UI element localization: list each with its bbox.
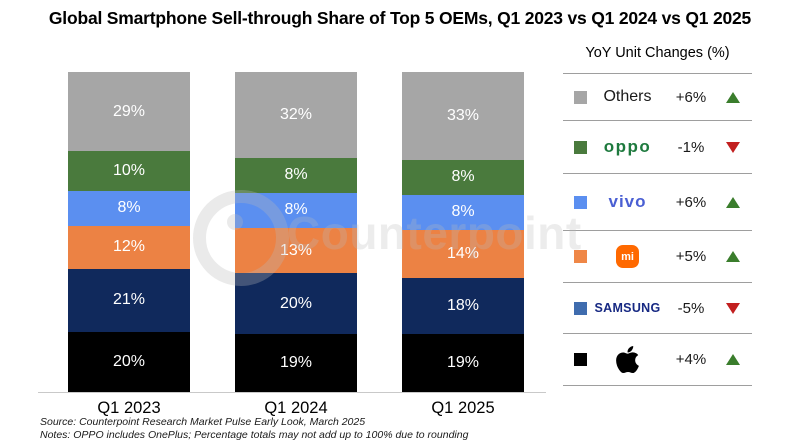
stacked-bar-q1-2023: 29% 10% 8% 12% 21% 20% [68,72,190,392]
apple-logo [587,344,668,375]
bar-segment-vivo: 8% [68,190,190,226]
bar-segment-others: 29% [68,72,190,152]
bar-segment-apple: 19% [235,333,357,392]
xiaomi-logo: mi [587,245,668,268]
bar-segment-label: 21% [112,291,146,309]
others-logo: Others [587,88,668,106]
bar-segment-label: 20% [279,294,313,312]
legend-row-samsung: SAMSUNG -5% [563,282,752,333]
legend-swatch-vivo [574,195,587,209]
legend-row-oppo: oppo -1% [563,120,752,173]
bar-segment-label: 33% [446,106,480,124]
trend-up-icon [714,251,752,262]
bar-segment-label: 8% [284,166,308,184]
legend-panel: Others +6% oppo -1% vivo +6% mi +5% SAMSUNG -5% +4… [563,73,752,386]
x-axis-label: Q1 2023 [97,399,161,417]
samsung-logo: SAMSUNG [587,301,668,315]
bar-segment-label: 32% [279,105,313,123]
bar-segment-apple: 19% [402,333,524,392]
bar-segment-label: 14% [446,244,480,262]
bar-segment-label: 29% [112,102,146,120]
xiaomi-mi-icon: mi [616,245,639,268]
bar-segment-vivo: 8% [235,192,357,228]
bar-segment-label: 8% [451,203,475,221]
yoy-change-value: +4% [675,351,707,368]
vivo-logo: vivo [587,192,668,212]
stacked-bar-q1-2025: 33% 8% 8% 14% 18% 19% [402,72,524,392]
legend-swatch-others [574,90,587,104]
footer-source: Source: Counterpoint Research Market Pul… [40,416,366,428]
bar-segment-samsung: 20% [235,273,357,334]
plot-area: 29% 10% 8% 12% 21% 20% Q1 2023 32% 8% 8% 13% 20% 19%… [38,72,546,417]
legend-header: YoY Unit Changes (%) [585,45,730,61]
bar-segment-label: 19% [279,353,313,371]
oppo-logo: oppo [587,137,668,157]
samsung-wordmark: SAMSUNG [594,301,661,315]
trend-up-icon [714,354,752,365]
bar-segment-label: 12% [112,238,146,256]
bar-segment-label: 8% [451,168,475,186]
trend-down-icon [714,302,752,314]
footer-notes: Notes: OPPO includes OnePlus; Percentage… [40,429,469,441]
bar-segment-oppo: 8% [402,159,524,195]
legend-row-xiaomi: mi +5% [563,230,752,282]
bar-segment-label: 20% [112,352,146,370]
trend-down-icon [714,141,752,153]
x-axis-label: Q1 2024 [264,399,328,417]
bar-segment-label: 18% [446,296,480,314]
bar-segment-xiaomi: 12% [68,225,190,270]
bar-segment-xiaomi: 13% [235,227,357,274]
yoy-change-value: -1% [677,138,705,156]
yoy-change-value: +5% [675,248,707,265]
x-axis-line [38,392,546,393]
bar-segment-vivo: 8% [402,194,524,230]
bar-segment-label: 13% [279,241,313,259]
oppo-wordmark: oppo [603,137,652,156]
legend-swatch-oppo [574,140,587,154]
bar-segment-label: 8% [284,201,308,219]
legend-swatch-apple [574,353,587,366]
bar-segment-label: 10% [112,162,146,180]
legend-row-others: Others +6% [563,73,752,120]
bar-segment-apple: 20% [68,331,190,392]
bar-segment-label: 8% [117,199,141,217]
bar-segment-samsung: 21% [68,269,190,332]
legend-swatch-xiaomi [574,250,587,263]
yoy-change-value: -5% [677,299,705,317]
legend-row-apple: +4% [563,333,752,385]
apple-icon [616,345,639,374]
trend-up-icon [714,91,752,103]
legend-swatch-samsung [574,301,587,315]
bar-segment-samsung: 18% [402,277,524,334]
x-axis-label: Q1 2025 [431,399,495,417]
vivo-wordmark: vivo [608,192,647,211]
bar-segment-others: 32% [235,72,357,158]
bar-segment-label: 19% [446,353,480,371]
bar-segment-xiaomi: 14% [402,229,524,278]
bar-segment-others: 33% [402,72,524,160]
bar-segment-oppo: 8% [235,157,357,193]
legend-row-vivo: vivo +6% [563,173,752,230]
bar-segment-oppo: 10% [68,151,190,191]
yoy-change-value: +6% [675,193,707,211]
chart-title: Global Smartphone Sell-through Share of … [48,8,752,28]
others-wordmark: Others [603,88,652,105]
stacked-bar-q1-2024: 32% 8% 8% 13% 20% 19% [235,72,357,392]
yoy-change-value: +6% [675,88,707,106]
trend-up-icon [714,196,752,208]
